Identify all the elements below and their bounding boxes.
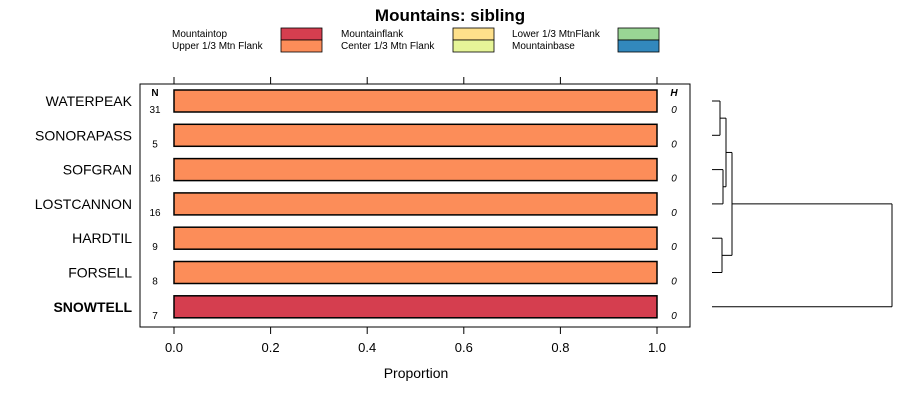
- legend-label: Center 1/3 Mtn Flank: [341, 41, 435, 52]
- bar-segment: [173, 123, 658, 148]
- h-value: 0: [671, 105, 677, 116]
- row-label: HARDTIL: [72, 230, 132, 246]
- legend-label: Upper 1/3 Mtn Flank: [172, 41, 264, 52]
- legend-label: Mountaintop: [172, 29, 227, 40]
- n-value: 16: [149, 174, 161, 185]
- h-value: 0: [671, 208, 677, 219]
- bar-segment: [173, 157, 658, 182]
- chart-title: Mountains: sibling: [375, 6, 525, 25]
- x-tick-label: 0.2: [262, 340, 280, 355]
- bar-segment: [173, 89, 658, 113]
- x-tick-label: 0.6: [455, 340, 473, 355]
- legend-swatch: [617, 27, 660, 41]
- legend-label: Mountainbase: [512, 41, 575, 52]
- legend-label: Lower 1/3 MtnFlank: [512, 29, 601, 40]
- legend-swatch: [452, 39, 495, 53]
- x-tick-label: 0.8: [551, 340, 569, 355]
- legend-swatch: [617, 39, 660, 53]
- n-value: 31: [149, 105, 161, 116]
- x-tick-label: 1.0: [648, 340, 666, 355]
- plot-frame: [139, 83, 691, 328]
- x-axis: 0.0 0.2 0.4 0.6 0.8 1.0: [165, 77, 666, 355]
- row-label: SONORAPASS: [35, 127, 132, 143]
- row-label: FORSELL: [68, 265, 132, 281]
- row-label: LOSTCANNON: [35, 196, 132, 212]
- x-axis-title: Proportion: [384, 365, 449, 381]
- x-tick-label: 0.4: [358, 340, 376, 355]
- bar-segment: [173, 295, 658, 319]
- h-value: 0: [671, 277, 677, 288]
- n-value: 5: [152, 139, 158, 150]
- legend-swatch: [280, 27, 323, 41]
- row-label: WATERPEAK: [46, 93, 133, 109]
- n-value: 9: [152, 242, 158, 253]
- bar-segment: [173, 226, 658, 250]
- n-value: 16: [149, 208, 161, 219]
- legend-swatch: [280, 39, 323, 53]
- bars: WATERPEAK 31 0 SONORAPASS 5 0 SOFGRAN 16 0 LOSTCA…: [35, 89, 677, 322]
- h-header: H: [670, 88, 678, 99]
- legend-label: Mountainflank: [341, 29, 404, 40]
- n-value: 7: [152, 311, 158, 322]
- n-value: 8: [152, 277, 158, 288]
- bar-segment: [173, 192, 658, 216]
- h-value: 0: [671, 139, 677, 150]
- row-label: SNOWTELL: [53, 299, 132, 315]
- bar-segment: [173, 260, 658, 285]
- h-value: 0: [671, 242, 677, 253]
- n-header: N: [151, 88, 158, 99]
- h-value: 0: [671, 311, 677, 322]
- x-tick-label: 0.0: [165, 340, 183, 355]
- dendrogram: [712, 100, 893, 308]
- legend-swatch: [452, 27, 495, 41]
- row-label: SOFGRAN: [63, 162, 132, 178]
- h-value: 0: [671, 174, 677, 185]
